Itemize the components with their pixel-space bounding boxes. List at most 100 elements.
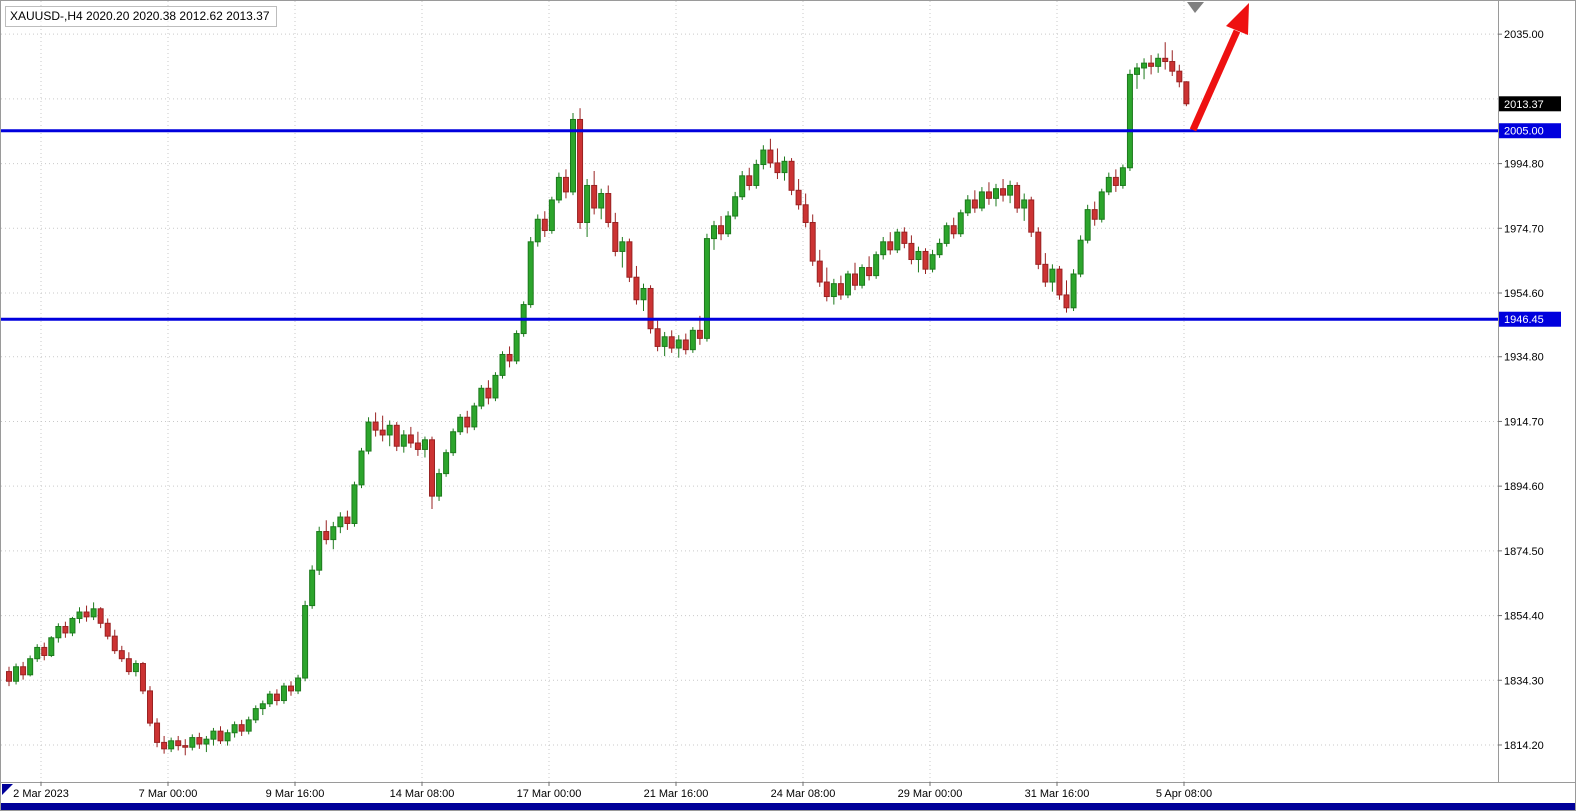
candle-body — [534, 218, 541, 243]
candle-body — [675, 339, 682, 349]
candle-body — [1183, 81, 1190, 105]
price-tick-label: 1874.50 — [1504, 546, 1544, 558]
candle-body — [231, 724, 238, 734]
candle-body — [450, 431, 457, 454]
candle-body — [1056, 268, 1063, 296]
current-price-label: 2013.37 — [1504, 99, 1544, 111]
candle-body — [844, 273, 851, 296]
candle-body — [436, 473, 443, 497]
candle-body — [1021, 199, 1028, 209]
candle-body — [929, 254, 936, 270]
candle-body — [492, 374, 499, 399]
price-tick-label: 1814.20 — [1504, 740, 1544, 752]
candle-body — [1042, 263, 1049, 283]
candle-body — [97, 608, 104, 624]
candle-body — [640, 287, 647, 301]
candle-body — [62, 626, 69, 634]
candle-body — [386, 424, 393, 436]
candle-body — [823, 281, 830, 298]
candle-body — [985, 191, 992, 199]
candle-body — [788, 160, 795, 191]
current-price-box — [1499, 96, 1561, 112]
candle-body — [830, 283, 837, 298]
level-price-box — [1499, 123, 1561, 139]
candle-body — [1014, 184, 1021, 209]
candle-body — [337, 516, 344, 528]
candle-body — [132, 663, 139, 673]
price-tick-label: 1934.80 — [1504, 352, 1544, 364]
candle-body — [344, 516, 351, 524]
candle-body — [908, 242, 915, 261]
candle-body — [915, 250, 922, 261]
candle-body — [182, 745, 189, 748]
candle-body — [739, 175, 746, 198]
candle-body — [83, 611, 90, 618]
candle-body — [1176, 70, 1183, 83]
time-tick-label: 17 Mar 00:00 — [517, 788, 582, 800]
price-tick-label: 1854.40 — [1504, 611, 1544, 623]
candle-body — [118, 650, 125, 660]
trend-arrow[interactable] — [1189, 3, 1249, 132]
candle-body — [139, 663, 146, 692]
candle-body — [577, 118, 584, 223]
level-price-box — [1499, 311, 1561, 327]
candle-body — [330, 526, 337, 541]
candle-body — [682, 339, 689, 351]
trend-arrow-head — [1226, 3, 1249, 35]
candle-body — [1162, 57, 1169, 63]
candle-body — [513, 333, 520, 362]
candle-body — [499, 353, 506, 376]
chart-shift-marker-icon[interactable] — [1187, 2, 1204, 13]
candle-body — [873, 254, 880, 277]
level-price-label: 2005.00 — [1504, 126, 1544, 138]
candle-body — [175, 740, 182, 747]
candle-body — [619, 241, 626, 252]
candle-body — [1119, 167, 1126, 186]
candle-body — [527, 241, 534, 306]
candle-body — [471, 405, 478, 428]
candle-body — [541, 218, 548, 232]
candle-body — [1098, 191, 1105, 220]
candle-body — [598, 193, 605, 209]
candle-body — [795, 189, 802, 206]
candle-body — [464, 416, 471, 428]
candles — [6, 42, 1190, 756]
price-axis: 2035.00 1994.80 1974.70 1954.60 1934.80 1914.… — [1498, 29, 1561, 752]
candle-body — [591, 184, 598, 209]
candle-body — [76, 611, 83, 619]
candle-body — [125, 658, 132, 673]
candle-body — [718, 225, 725, 235]
candle-body — [379, 429, 386, 436]
candle-body — [816, 260, 823, 283]
trend-arrow-shaft — [1189, 29, 1241, 132]
candle-body — [760, 149, 767, 166]
candle-body — [696, 329, 703, 339]
time-tick-label: 31 Mar 16:00 — [1025, 788, 1090, 800]
candle-body — [626, 241, 633, 278]
candle-body — [887, 241, 894, 251]
candle-body — [703, 238, 710, 339]
candle-body — [27, 658, 34, 676]
candle-body — [555, 176, 562, 201]
candle-body — [802, 204, 809, 223]
candle-body — [837, 283, 844, 296]
candle-body — [746, 175, 753, 186]
candle-body — [316, 531, 323, 571]
candle-body — [971, 199, 978, 209]
candle-body — [809, 221, 816, 262]
candle-body — [203, 738, 210, 745]
candle-body — [548, 199, 555, 232]
candle-body — [485, 387, 492, 399]
time-tick-label: 29 Mar 00:00 — [898, 788, 963, 800]
candle-body — [1077, 239, 1084, 275]
candle-body — [880, 241, 887, 256]
level-price-label: 1946.45 — [1504, 314, 1544, 326]
candle-body — [647, 287, 654, 330]
candle-body — [20, 666, 27, 676]
candle-body — [147, 690, 153, 724]
chart-title-ohlc: XAUUSD-,H4 2020.20 2020.38 2012.62 2013.… — [5, 6, 277, 27]
candle-body — [605, 193, 612, 223]
